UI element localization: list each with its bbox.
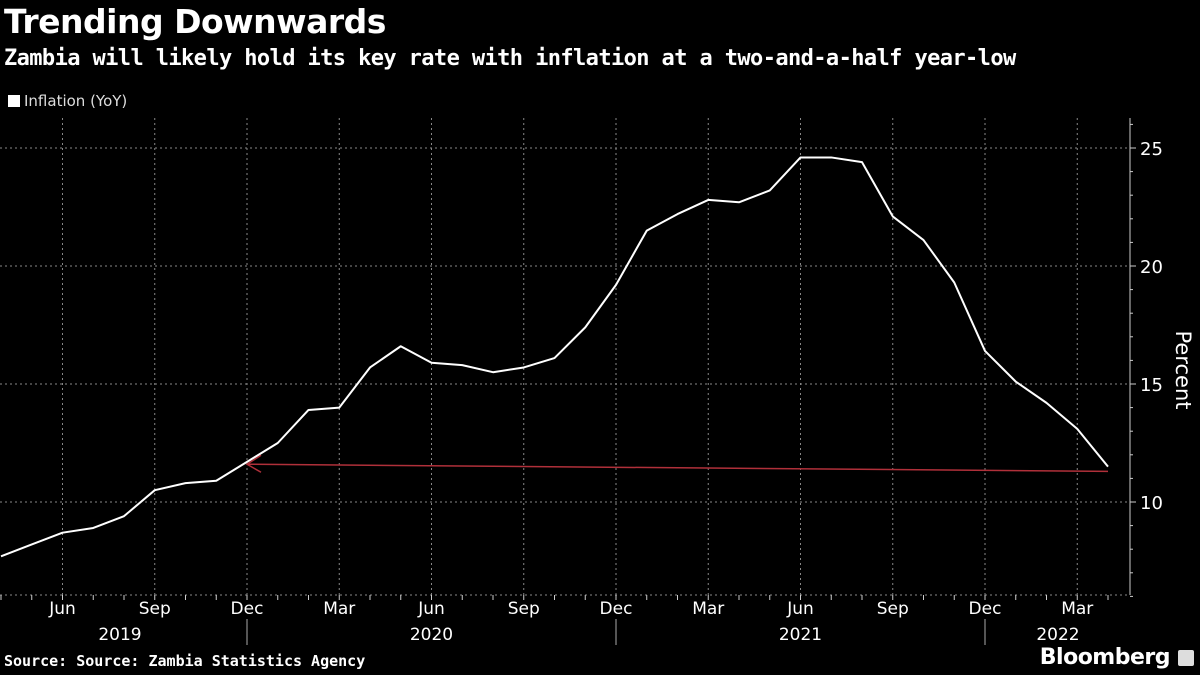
inflation-line <box>0 156 1109 558</box>
x-tick-label: Mar <box>323 599 355 619</box>
legend-swatch <box>8 95 20 107</box>
chart-title: Trending Downwards <box>4 2 386 41</box>
x-tick-label: Sep <box>508 599 540 619</box>
x-year-label: 2020 <box>410 625 453 645</box>
y-tick-label: 25 <box>1140 139 1163 160</box>
x-tick-label: Dec <box>969 599 1002 619</box>
x-tick-label: Mar <box>692 599 724 619</box>
x-year-label: 2022 <box>1036 625 1079 645</box>
x-tick-label: Jun <box>417 599 445 619</box>
legend: Inflation (YoY) <box>8 92 127 110</box>
legend-label: Inflation (YoY) <box>24 92 128 110</box>
chart-subtitle: Zambia will likely hold its key rate wit… <box>4 46 1016 71</box>
x-tick-label: Dec <box>600 599 633 619</box>
x-tick-label: Sep <box>877 599 909 619</box>
y-tick-label: 10 <box>1140 493 1163 514</box>
x-tick-label: Sep <box>139 599 171 619</box>
bloomberg-logo: Bloomberg <box>1039 645 1171 670</box>
x-tick-label: Dec <box>231 599 264 619</box>
bloomberg-chart-icon <box>1178 650 1194 666</box>
x-tick-label: Mar <box>1061 599 1093 619</box>
annotation-arrow-line <box>246 463 1109 473</box>
y-tick-label: 15 <box>1140 375 1163 396</box>
y-tick-label: 20 <box>1140 257 1163 278</box>
x-year-label: 2019 <box>98 625 141 645</box>
x-tick-label: Jun <box>786 599 814 619</box>
y-axis-label: Percent <box>1171 330 1195 409</box>
annotation-arrowhead <box>245 454 262 473</box>
x-tick-label: Jun <box>48 599 76 619</box>
x-year-label: 2021 <box>779 625 822 645</box>
source-note: Source: Source: Zambia Statistics Agency <box>4 652 366 670</box>
